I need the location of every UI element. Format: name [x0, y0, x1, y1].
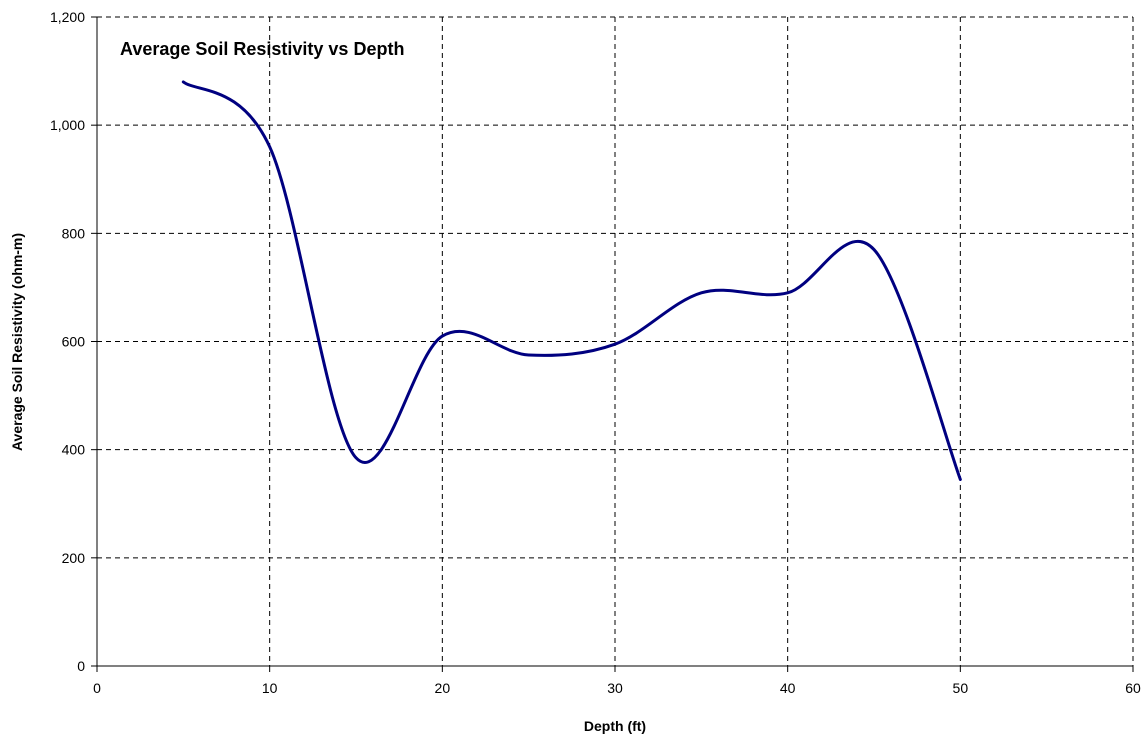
x-tick-label: 30 — [607, 680, 623, 696]
x-tick-label: 40 — [780, 680, 796, 696]
x-axis-title: Depth (ft) — [584, 718, 646, 734]
grid — [97, 16, 1134, 666]
y-tick-label: 1,200 — [50, 9, 85, 25]
y-tick-label: 400 — [62, 442, 86, 458]
x-tick-label: 50 — [953, 680, 969, 696]
series — [181, 80, 962, 481]
y-tick-label: 600 — [62, 334, 86, 350]
y-tick-label: 800 — [62, 225, 86, 241]
x-tick-label: 0 — [93, 680, 101, 696]
y-tick-label: 1,000 — [50, 117, 85, 133]
x-tick-label: 60 — [1125, 680, 1141, 696]
x-tick-label: 20 — [435, 680, 451, 696]
chart-title: Average Soil Resistivity vs Depth — [120, 39, 404, 59]
y-axis-title: Average Soil Resistivity (ohm-m) — [9, 233, 25, 451]
y-tick-label: 0 — [77, 658, 85, 674]
series-line — [181, 80, 962, 481]
x-tick-label: 10 — [262, 680, 278, 696]
y-tick-label: 200 — [62, 550, 86, 566]
